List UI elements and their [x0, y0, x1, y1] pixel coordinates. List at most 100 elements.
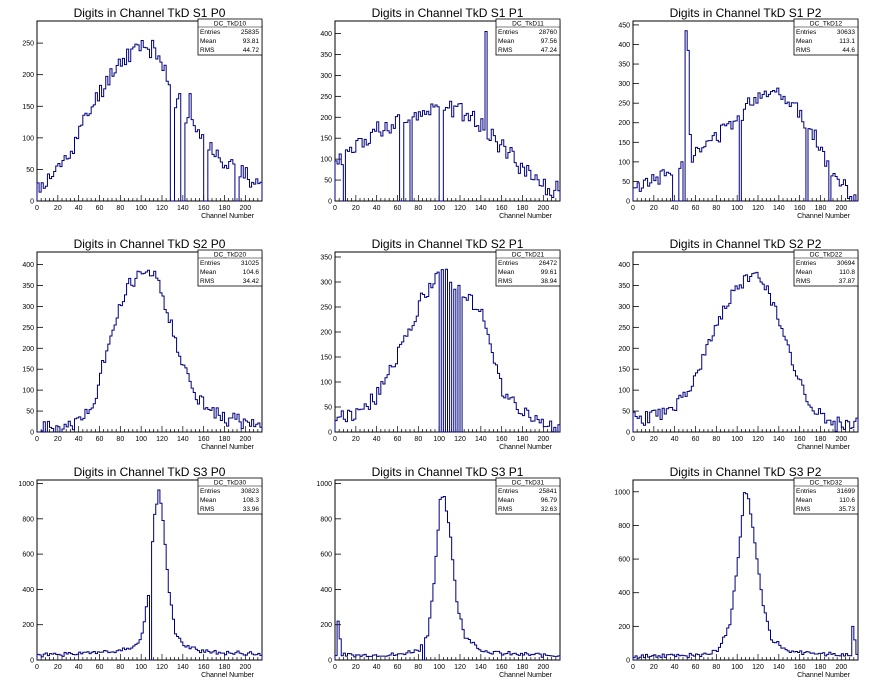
x-tick-label: 160	[794, 436, 806, 443]
stats-value: 28760	[539, 29, 557, 36]
x-tick-label: 40	[75, 436, 83, 443]
histogram-panel: Digits in Channel TkD S3 P00200400600800…	[18, 465, 263, 679]
x-tick-label: 20	[54, 205, 62, 212]
stats-value: 44.6	[842, 47, 855, 54]
y-tick-label: 50	[324, 405, 332, 412]
histogram-line	[334, 495, 561, 661]
stats-key: Mean	[796, 269, 813, 276]
x-tick-label: 80	[712, 205, 720, 212]
y-tick-label: 400	[618, 42, 630, 49]
x-tick-label: 100	[433, 205, 445, 212]
x-tick-label: 60	[96, 664, 104, 671]
histogram-panel: Digits in Channel TkD S1 P20501001502002…	[618, 6, 859, 220]
x-tick-label: 20	[352, 205, 360, 212]
y-tick-label: 200	[618, 346, 630, 353]
x-tick-label: 160	[198, 664, 210, 671]
stats-box	[495, 477, 561, 515]
stats-key: RMS	[796, 506, 811, 513]
y-tick-label: 200	[22, 622, 34, 629]
stats-box	[793, 477, 859, 515]
y-tick-label: 0	[626, 658, 630, 665]
chart-title: Digits in Channel TkD S2 P1	[372, 237, 524, 251]
chart-title: Digits in Channel TkD S3 P0	[74, 465, 226, 479]
stats-value: 47.24	[541, 47, 558, 54]
x-tick-label: 0	[631, 664, 635, 671]
x-tick-label: 20	[650, 664, 658, 671]
x-tick-label: 140	[177, 436, 189, 443]
x-tick-label: 40	[671, 436, 679, 443]
y-tick-label: 200	[618, 120, 630, 127]
stats-key: RMS	[498, 506, 513, 513]
x-tick-label: 200	[239, 205, 251, 212]
stats-key: RMS	[200, 278, 215, 285]
x-tick-label: 0	[631, 436, 635, 443]
x-axis-label: Channel Number	[201, 213, 255, 220]
stats-key: Mean	[796, 38, 813, 45]
stats-key: Entries	[796, 29, 817, 36]
y-tick-label: 100	[22, 135, 34, 142]
x-tick-label: 140	[177, 664, 189, 671]
x-tick-label: 40	[75, 664, 83, 671]
y-tick-label: 250	[22, 325, 34, 332]
stats-value: 108.3	[243, 497, 260, 504]
y-tick-label: 0	[30, 658, 34, 665]
y-tick-label: 800	[320, 516, 332, 523]
y-tick-label: 50	[26, 167, 34, 174]
histogram-panel: Digits in Channel TkD S2 P20501001502002…	[618, 237, 859, 451]
x-tick-label: 20	[352, 436, 360, 443]
x-tick-label: 100	[731, 436, 743, 443]
x-tick-label: 180	[815, 205, 827, 212]
stats-key: Mean	[200, 269, 217, 276]
x-tick-label: 180	[219, 664, 231, 671]
stats-value: 30694	[837, 260, 855, 267]
y-tick-label: 800	[22, 516, 34, 523]
x-tick-label: 60	[394, 205, 402, 212]
y-tick-label: 400	[320, 31, 332, 38]
y-tick-label: 250	[618, 101, 630, 108]
x-tick-label: 120	[454, 664, 466, 671]
y-tick-label: 50	[622, 409, 630, 416]
y-tick-label: 800	[618, 523, 630, 530]
x-tick-label: 160	[496, 436, 508, 443]
y-tick-label: 600	[320, 552, 332, 559]
y-tick-label: 300	[320, 280, 332, 287]
y-tick-label: 100	[320, 380, 332, 387]
x-axis-label: Channel Number	[499, 213, 553, 220]
stats-key: Entries	[200, 29, 221, 36]
histogram-line	[632, 271, 859, 432]
histogram-panel: Digits in Channel TkD S1 P10501001502002…	[320, 6, 561, 220]
x-tick-label: 100	[433, 436, 445, 443]
x-tick-label: 100	[433, 664, 445, 671]
y-tick-label: 350	[320, 255, 332, 262]
stats-value: 113.1	[839, 38, 855, 45]
y-tick-label: 200	[618, 624, 630, 631]
y-tick-label: 200	[320, 622, 332, 629]
stats-box	[793, 18, 859, 56]
stats-key: Entries	[498, 260, 519, 267]
stats-value: 104.6	[243, 269, 260, 276]
x-tick-label: 180	[815, 664, 827, 671]
histogram-panel: Digits in Channel TkD S2 P10501001502002…	[320, 237, 561, 451]
y-tick-label: 400	[22, 262, 34, 269]
x-tick-label: 60	[96, 436, 104, 443]
stats-value: 110.8	[839, 269, 855, 276]
y-tick-label: 250	[618, 325, 630, 332]
histogram-line	[334, 268, 561, 433]
stats-key: RMS	[796, 47, 811, 54]
histogram-line	[36, 39, 263, 202]
stats-key: Mean	[498, 497, 515, 504]
x-tick-label: 80	[414, 205, 422, 212]
x-tick-label: 160	[198, 436, 210, 443]
stats-box	[197, 477, 263, 515]
x-tick-label: 180	[815, 436, 827, 443]
stats-key: Mean	[200, 38, 217, 45]
y-tick-label: 0	[328, 658, 332, 665]
stats-name: DC_TkD10	[214, 21, 247, 28]
stats-box	[197, 249, 263, 287]
stats-name: DC_TkD20	[214, 252, 247, 259]
stats-value: 110.6	[839, 497, 855, 504]
x-tick-label: 160	[496, 664, 508, 671]
x-tick-label: 200	[835, 664, 847, 671]
stats-value: 30823	[241, 488, 259, 495]
x-tick-label: 80	[712, 436, 720, 443]
